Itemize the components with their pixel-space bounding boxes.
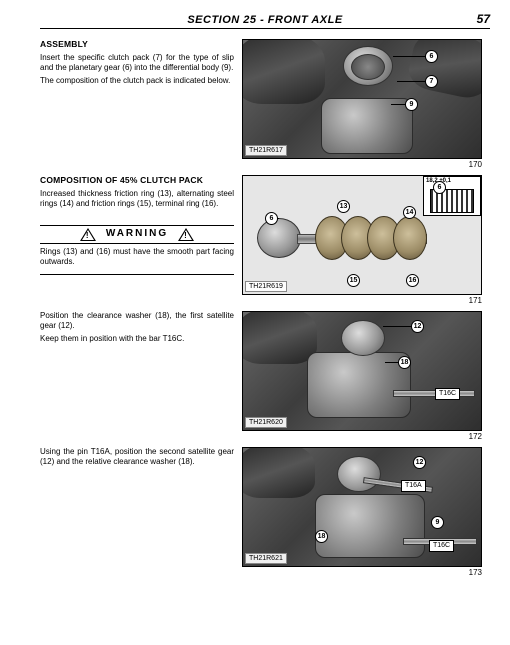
figure-170: 6 7 9 TH21R617 — [242, 39, 482, 159]
callout-16: 16 — [406, 274, 419, 287]
callout-14: 14 — [403, 206, 416, 219]
warning-label: WARNING — [106, 228, 168, 241]
warning-block: ! WARNING ! Rings (13) and (16) must hav… — [40, 225, 234, 275]
step-assembly: ASSEMBLY Insert the specific clutch pack… — [40, 39, 490, 169]
callout-15: 15 — [347, 274, 360, 287]
partcode-173: TH21R621 — [245, 553, 287, 564]
callout-12a: 12 — [411, 320, 424, 333]
partcode-172: TH21R620 — [245, 417, 287, 428]
callout-6: 6 — [425, 50, 438, 63]
step2-p1: Increased thickness friction ring (13), … — [40, 189, 234, 209]
callout-9: 9 — [405, 98, 418, 111]
step1-p1: Insert the specific clutch pack (7) for … — [40, 53, 234, 73]
step-washer: Position the clearance washer (18), the … — [40, 311, 490, 441]
callout-6c: 6 — [433, 181, 446, 194]
partcode-171: TH21R619 — [245, 281, 287, 292]
section-title: SECTION 25 - FRONT AXLE — [70, 14, 460, 26]
step-clutch-pack: COMPOSITION OF 45% CLUTCH PACK Increased… — [40, 175, 490, 305]
fignum-170: 170 — [469, 160, 482, 169]
figure-172: 12 18 T16C TH21R620 — [242, 311, 482, 431]
label-t16c-b: T16C — [429, 540, 454, 552]
figure-173: 12 18 9 T16A T16C TH21R621 — [242, 447, 482, 567]
page-number: 57 — [460, 12, 490, 26]
heading-clutch: COMPOSITION OF 45% CLUTCH PACK — [40, 175, 234, 186]
callout-7: 7 — [425, 75, 438, 88]
fignum-172: 172 — [469, 432, 482, 441]
warning-triangle-icon: ! — [178, 228, 194, 241]
callout-18a: 18 — [398, 356, 411, 369]
fignum-171: 171 — [469, 296, 482, 305]
heading-assembly: ASSEMBLY — [40, 39, 234, 50]
callout-12b: 12 — [413, 456, 426, 469]
warning-text: Rings (13) and (16) must have the smooth… — [40, 247, 234, 267]
label-t16a: T16A — [401, 480, 426, 492]
step3-p1: Position the clearance washer (18), the … — [40, 311, 234, 331]
callout-9b: 9 — [431, 516, 444, 529]
callout-6b: 6 — [265, 212, 278, 225]
label-t16c: T16C — [435, 388, 460, 400]
step-pin-t16a: Using the pin T16A, position the second … — [40, 447, 490, 577]
fignum-173: 173 — [469, 568, 482, 577]
callout-18b: 18 — [315, 530, 328, 543]
step3-p2: Keep them in position with the bar T16C. — [40, 334, 234, 344]
step1-p2: The composition of the clutch pack is in… — [40, 76, 234, 86]
step4-p1: Using the pin T16A, position the second … — [40, 447, 234, 467]
warning-triangle-icon: ! — [80, 228, 96, 241]
page-header: SECTION 25 - FRONT AXLE 57 — [40, 12, 490, 29]
callout-13: 13 — [337, 200, 350, 213]
inset-detail: 18,2 ±0,1 — [423, 176, 481, 216]
partcode-170: TH21R617 — [245, 145, 287, 156]
figure-171: 18,2 ±0,1 6 13 14 15 16 6 — [242, 175, 482, 295]
